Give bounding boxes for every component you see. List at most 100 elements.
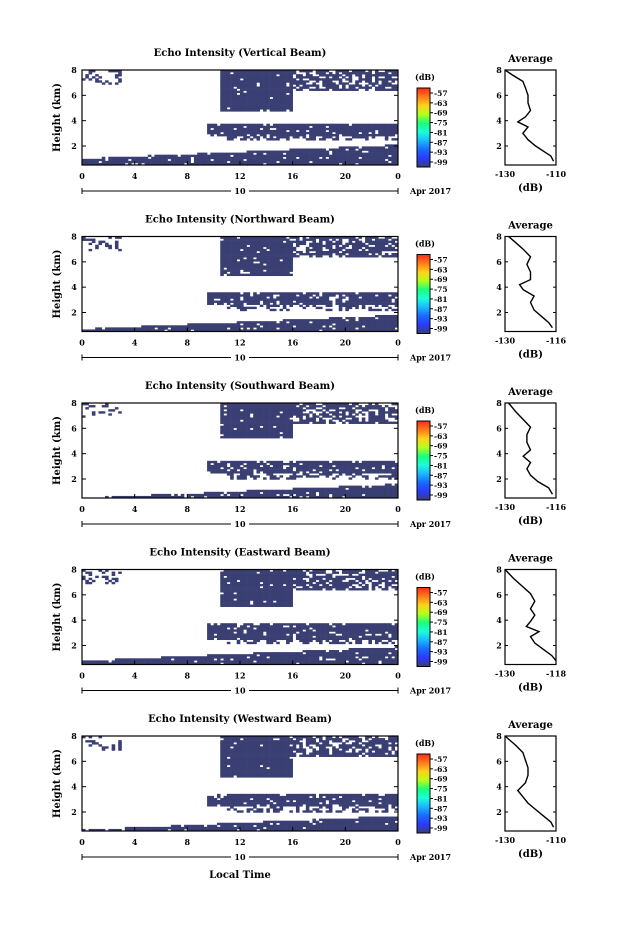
heatmap-cell: [253, 405, 257, 408]
heatmap-cell: [266, 405, 270, 408]
heatmap-cell: [246, 302, 251, 305]
heatmap-cell: [295, 82, 300, 85]
heatmap-cell: [263, 238, 267, 241]
heatmap-cell: [220, 72, 224, 75]
heatmap-cell: [226, 471, 231, 474]
heatmap-cell: [164, 160, 168, 164]
heatmap-cell: [358, 485, 363, 488]
heatmap-cell: [272, 236, 277, 239]
heatmap-cell: [322, 154, 326, 158]
average-profile-line: [504, 69, 555, 162]
heatmap-cell: [249, 138, 254, 141]
heatmap-cell: [348, 250, 353, 254]
heatmap-cell: [249, 250, 254, 254]
average-x-label: (dB): [518, 516, 543, 527]
heatmap-cell: [220, 327, 224, 330]
heatmap-cell: [114, 160, 119, 164]
heatmap-cell: [286, 308, 290, 312]
heatmap-cell: [161, 656, 165, 659]
heatmap-cell: [351, 300, 356, 303]
heatmap-cell: [154, 658, 159, 661]
heatmap-cell: [240, 244, 244, 248]
heatmap-cell: [289, 431, 293, 435]
heatmap-cell: [348, 242, 353, 246]
heatmap-cell: [118, 660, 122, 663]
heatmap-cell: [240, 460, 244, 464]
heatmap-cell: [269, 92, 274, 96]
heatmap-cell: [335, 129, 340, 133]
heatmap-cell: [118, 70, 122, 73]
heatmap-cell: [299, 74, 303, 77]
heatmap-cell: [371, 471, 376, 474]
heatmap-cell: [276, 298, 280, 301]
heatmap-cell: [263, 98, 267, 102]
heatmap-cell: [266, 304, 270, 308]
heatmap-cell: [286, 477, 290, 480]
heatmap-cell: [299, 304, 303, 308]
heatmap-cell: [338, 409, 343, 412]
heatmap-cell: [282, 70, 287, 73]
heatmap-cell: [249, 296, 254, 299]
heatmap-cell: [358, 240, 363, 243]
heatmap-cell: [286, 94, 290, 98]
heatmap-cell: [230, 495, 234, 499]
heatmap-cell: [216, 629, 221, 632]
heatmap-cell: [328, 329, 333, 332]
heatmap-cell: [174, 325, 178, 328]
heatmap-cell: [249, 123, 254, 127]
heatmap-cell: [332, 152, 336, 155]
heatmap-cell: [279, 292, 284, 295]
heatmap-cell: [286, 246, 290, 250]
heatmap-cell: [226, 415, 231, 418]
heatmap-cell: [335, 464, 340, 468]
heatmap-cell: [381, 129, 386, 133]
heatmap-cell: [236, 107, 241, 110]
heatmap-cell: [361, 127, 366, 131]
heatmap-cell: [223, 656, 228, 659]
heatmap-cell: [82, 660, 86, 663]
heatmap-cell: [220, 109, 224, 112]
heatmap-cell: [272, 431, 277, 435]
heatmap-cell: [259, 94, 264, 98]
heatmap-cell: [388, 411, 392, 414]
heatmap-cell: [230, 158, 234, 162]
heatmap-cell: [361, 491, 366, 495]
heatmap-cell: [342, 148, 346, 151]
heatmap-cell: [233, 569, 238, 572]
heatmap-cell: [220, 637, 224, 641]
heatmap-cell: [266, 78, 270, 81]
heatmap-cell: [137, 662, 142, 665]
heatmap-cell: [243, 413, 247, 416]
heatmap-cell: [388, 158, 392, 162]
heatmap-cell: [210, 629, 214, 632]
heatmap-cell: [394, 72, 399, 75]
heatmap-cell: [348, 253, 353, 256]
heatmap-cell: [365, 298, 369, 301]
heatmap-cell: [299, 250, 303, 254]
heatmap-cell: [220, 271, 224, 274]
heatmap-cell: [134, 329, 139, 332]
heatmap-cell: [121, 327, 126, 330]
heatmap-cell: [335, 298, 340, 301]
heatmap-cell: [391, 150, 396, 153]
heatmap-cell: [305, 148, 310, 151]
heatmap-cell: [243, 579, 247, 583]
heatmap-cell: [309, 148, 313, 151]
heatmap-cell: [154, 160, 159, 164]
heatmap-cell: [269, 244, 274, 248]
heatmap-cell: [289, 150, 293, 153]
heatmap-cell: [355, 240, 359, 243]
heatmap-cell: [269, 98, 274, 102]
heatmap-cell: [335, 319, 340, 322]
heatmap-cell: [164, 154, 168, 158]
heatmap-cell: [253, 84, 257, 87]
heatmap-cell: [177, 158, 182, 162]
heatmap-cell: [319, 70, 323, 73]
heatmap-cell: [233, 123, 238, 127]
average-y-tick-label: 2: [496, 308, 502, 318]
heatmap-cell: [328, 323, 333, 326]
heatmap-cell: [256, 76, 261, 79]
heatmap-cell: [374, 415, 379, 418]
heatmap-cell: [378, 246, 382, 250]
heatmap-cell: [394, 409, 399, 412]
